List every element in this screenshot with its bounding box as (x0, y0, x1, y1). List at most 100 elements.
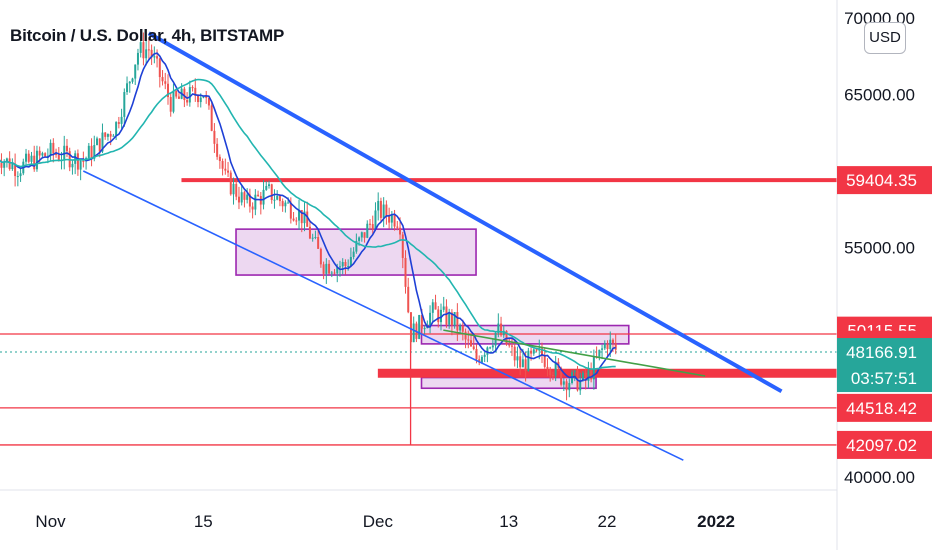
candle-body (145, 49, 148, 59)
candle-body (101, 132, 104, 152)
candle-body (298, 209, 301, 221)
candle-body (565, 381, 568, 391)
candle-body (191, 87, 194, 89)
candle-body (49, 142, 52, 156)
candle-body (136, 52, 139, 65)
chart-title: Bitcoin / U.S. Dollar, 4h, BITSTAMP (10, 26, 285, 45)
candle-body (207, 97, 210, 106)
candle-body (158, 58, 161, 78)
candle-body (93, 145, 96, 159)
candle-body (273, 199, 276, 201)
candle-body (5, 158, 8, 163)
candle-body (434, 302, 437, 310)
candle-body (363, 232, 366, 238)
candle-body (587, 370, 590, 381)
candle-body (404, 257, 407, 287)
price-zone[interactable] (420, 324, 630, 345)
candle-body (374, 210, 377, 230)
candle-body (388, 216, 391, 223)
candle-body (352, 251, 355, 257)
candle-body (385, 204, 388, 217)
candle-body (429, 312, 432, 326)
candle-body (510, 345, 513, 347)
badge-59404 (837, 166, 932, 195)
candle-body (480, 356, 483, 363)
candle-body (11, 163, 14, 170)
x-tick-label: Dec (363, 512, 394, 531)
candle-body (188, 87, 191, 103)
x-tick-label: 15 (194, 512, 213, 531)
candle-body (104, 132, 107, 137)
candle-body (79, 160, 82, 170)
candle-body (197, 95, 200, 103)
horizontal-price-levels[interactable] (0, 178, 837, 446)
candle-body (448, 312, 451, 325)
candle-body (115, 122, 118, 136)
candle-body (543, 355, 546, 367)
currency-button[interactable]: USD (864, 22, 906, 54)
candle-body (399, 227, 402, 235)
candle-body (90, 145, 93, 159)
candle-body (475, 349, 478, 360)
candle-body (423, 328, 426, 330)
upper-channel-line[interactable] (147, 31, 783, 394)
badge-44518 (837, 393, 932, 422)
candle-body (164, 81, 167, 84)
candle-body (221, 160, 224, 169)
candle-body (524, 359, 527, 372)
candle-body (532, 349, 535, 354)
candle-body (218, 156, 221, 161)
candle-body (246, 194, 249, 200)
candle-body (292, 218, 295, 221)
x-tick-label: 2022 (697, 512, 735, 531)
candle-body (606, 343, 609, 350)
candle-body (96, 138, 99, 146)
candle-body (57, 154, 60, 161)
candle-body (584, 372, 587, 381)
candle-body (554, 361, 557, 376)
candle-body (325, 263, 328, 274)
trend-lines[interactable] (82, 31, 783, 461)
candle-body (598, 349, 601, 357)
current-price-badge-label: 48166.91 (846, 343, 917, 362)
candle-body (382, 204, 385, 218)
candle-body (442, 306, 445, 310)
candle-body (112, 135, 115, 137)
candle-body (592, 356, 595, 380)
candle-body (445, 306, 448, 325)
candle-body (328, 263, 331, 274)
candle-body (205, 95, 208, 98)
candle-body (478, 359, 481, 363)
lower-channel-line[interactable] (82, 170, 684, 461)
candle-body (377, 200, 380, 211)
candle-body (347, 265, 350, 267)
short-term-resistance-line[interactable] (443, 329, 706, 377)
candle-body (166, 83, 169, 98)
candle-body (109, 134, 112, 137)
candle-body (349, 256, 352, 266)
candle-body (281, 201, 284, 207)
candle-body (472, 346, 475, 350)
candle-body (177, 96, 180, 99)
candle-body (467, 339, 470, 341)
price-axis-badges: 59404.3550115.5549346.5248166.9103:57:51… (837, 166, 932, 459)
candle-body (338, 266, 341, 268)
candle-body (500, 323, 503, 336)
candle-body (0, 162, 3, 168)
candle-body (161, 77, 164, 82)
y-tick-label: 40000.00 (844, 468, 915, 487)
candle-body (330, 272, 333, 274)
candle-body (38, 150, 41, 156)
candle-body (456, 312, 459, 331)
candle-body (317, 237, 320, 249)
candle-body (172, 90, 175, 112)
candle-body (123, 92, 126, 117)
candle-body (551, 374, 554, 376)
candle-body (150, 49, 153, 58)
candle-body (603, 343, 606, 349)
candle-body (76, 153, 79, 170)
candle-body (268, 184, 270, 187)
candle-body (390, 214, 393, 223)
candle-body (117, 122, 120, 124)
